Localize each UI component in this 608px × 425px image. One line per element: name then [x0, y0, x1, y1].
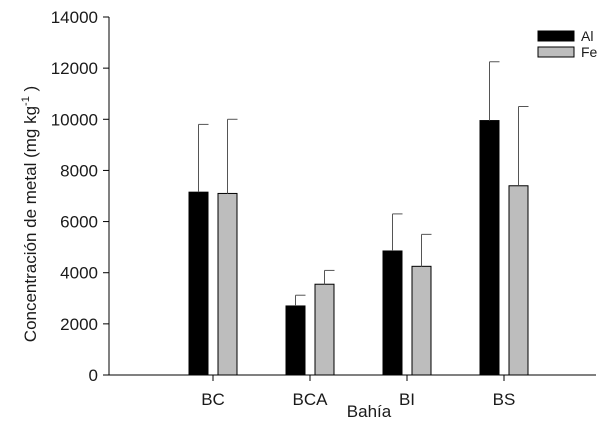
bar-fe-bs	[508, 185, 529, 376]
x-tick-label: BI	[399, 390, 415, 409]
legend-swatch-fe	[537, 46, 575, 58]
x-tick-label: BCA	[293, 390, 329, 409]
y-axis: 0 2000 4000 6000 8000 10000 12000 14000	[51, 8, 110, 385]
bar-fe-bca	[314, 283, 335, 376]
legend-swatch-al	[537, 30, 575, 42]
y-tick-label: 4000	[60, 264, 98, 283]
x-tick-label: BS	[493, 390, 516, 409]
bar-al-bca	[285, 305, 306, 376]
bar-fe-bc	[217, 192, 238, 376]
bar-al-bi	[382, 250, 403, 376]
y-tick-label: 2000	[60, 315, 98, 334]
y-axis-label-sup: -1	[20, 96, 32, 106]
bar-fe-bi	[411, 265, 432, 376]
legend-label-fe: Fe	[581, 44, 598, 60]
y-tick-label: 6000	[60, 213, 98, 232]
y-axis-label-main: Concentración de metal (mg kg	[21, 106, 40, 342]
bars	[188, 61, 529, 376]
y-axis-label: Concentración de metal (mg kg-1 )	[20, 86, 40, 342]
y-tick-label: 12000	[51, 59, 98, 78]
bar-al-bs	[479, 120, 500, 376]
x-axis: BC BCA BI BS	[109, 374, 596, 409]
y-axis-label-tail: )	[21, 86, 40, 96]
y-tick-label: 10000	[51, 110, 98, 129]
y-tick-label: 14000	[51, 8, 98, 27]
legend-label-al: Al	[581, 28, 593, 44]
y-tick-label: 8000	[60, 161, 98, 180]
x-axis-label: Bahía	[347, 402, 392, 421]
y-tick-label: 0	[89, 366, 98, 385]
x-tick-label: BC	[201, 390, 225, 409]
bar-al-bc	[188, 191, 209, 376]
